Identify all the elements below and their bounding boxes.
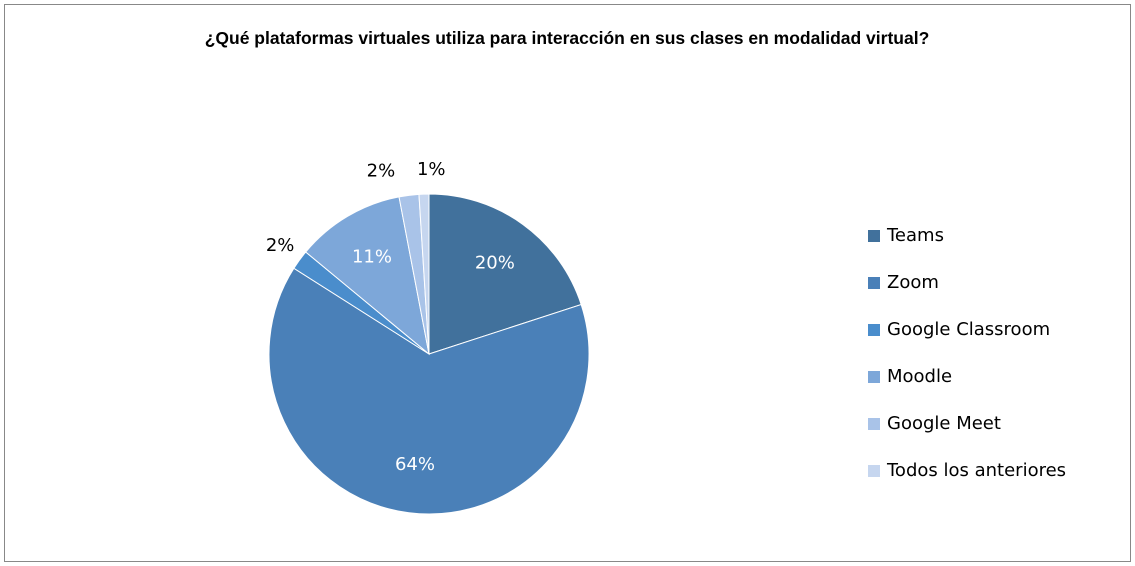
- chart-title: ¿Qué plataformas virtuales utiliza para …: [204, 28, 930, 48]
- legend-label: Google Classroom: [887, 319, 1050, 340]
- legend-label: Moodle: [887, 366, 952, 387]
- data-label: 2%: [266, 235, 295, 256]
- data-label: 64%: [395, 454, 435, 475]
- pie-slice: [305, 196, 430, 356]
- legend-swatch: [868, 465, 880, 477]
- legend-label: Zoom: [887, 272, 939, 293]
- legend-swatch: [868, 324, 880, 336]
- data-label: 2%: [367, 160, 396, 181]
- legend-swatch: [868, 230, 880, 242]
- legend-label: Google Meet: [887, 413, 1001, 434]
- legend-label: Todos los anteriores: [886, 460, 1066, 481]
- pie-slice: [268, 267, 590, 515]
- legend-swatch: [868, 277, 880, 289]
- legend-label: Teams: [886, 225, 944, 246]
- data-label: 11%: [352, 247, 392, 268]
- legend-swatch: [868, 418, 880, 430]
- legend-swatch: [868, 371, 880, 383]
- pie-slice: [428, 193, 582, 355]
- data-label: 1%: [417, 159, 446, 180]
- pie-slice: [418, 193, 430, 355]
- data-label: 20%: [475, 252, 515, 273]
